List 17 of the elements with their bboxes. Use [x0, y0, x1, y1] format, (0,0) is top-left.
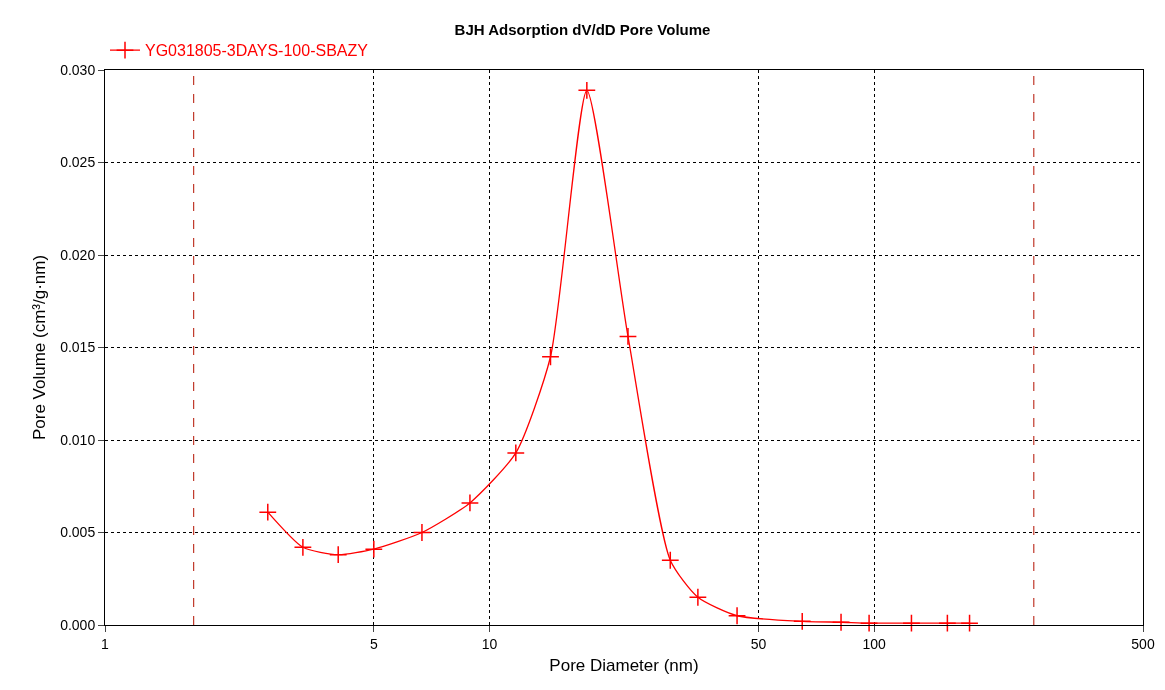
- y-tick-label: 0.020: [60, 246, 96, 263]
- x-tick-label: 500: [1131, 635, 1155, 652]
- x-tick-label: 100: [862, 635, 887, 652]
- x-tick-label: 1: [101, 635, 110, 652]
- chart-title: BJH Adsorption dV/dD Pore Volume: [454, 20, 711, 38]
- y-tick-label: 0.025: [60, 154, 96, 171]
- y-tick-label: 0.015: [60, 339, 96, 356]
- y-tick-label: 0.005: [60, 524, 96, 541]
- y-tick-label: 0.010: [60, 431, 96, 448]
- x-tick-label: 10: [481, 635, 498, 652]
- y-axis-title: Pore Volume (cm³/g·nm): [29, 254, 49, 441]
- x-tick-label: 50: [750, 635, 767, 652]
- y-tick-label: 0.030: [60, 61, 96, 78]
- legend-label: YG031805-3DAYS-100-SBAZY: [145, 42, 369, 60]
- x-tick-label: 5: [369, 635, 378, 652]
- y-tick-label: 0.000: [60, 616, 96, 633]
- x-axis-title: Pore Diameter (nm): [549, 656, 699, 676]
